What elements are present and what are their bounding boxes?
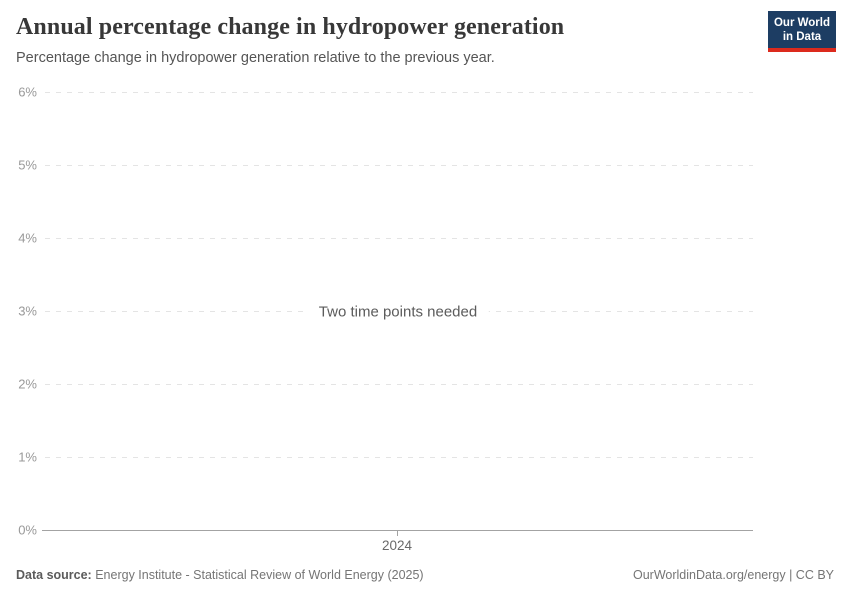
x-axis-tick-label: 2024 — [381, 538, 413, 553]
owid-logo[interactable]: Our World in Data — [768, 11, 836, 52]
y-axis-tick-label: 5% — [18, 157, 37, 173]
data-source-label: Data source: — [16, 568, 92, 582]
y-gridline — [45, 384, 753, 385]
y-axis-tick-label: 0% — [18, 522, 37, 538]
y-axis-tick-label: 6% — [18, 84, 37, 100]
data-source: Data source: Energy Institute - Statisti… — [16, 568, 424, 582]
chart-footer: Data source: Energy Institute - Statisti… — [16, 568, 834, 582]
owid-logo-line1: Our World — [773, 17, 830, 29]
owid-logo-line2: in Data — [782, 31, 822, 43]
y-axis-tick-label: 1% — [18, 449, 37, 465]
y-axis-tick-label: 2% — [18, 376, 37, 392]
empty-chart-note: Two time points needed — [306, 300, 490, 324]
y-axis-tick-label: 4% — [18, 230, 37, 246]
y-axis-tick-label: 3% — [18, 303, 37, 319]
chart-header: Annual percentage change in hydropower g… — [16, 11, 836, 66]
page-title: Annual percentage change in hydropower g… — [16, 14, 565, 40]
x-axis-tick-mark — [397, 530, 398, 536]
data-source-text: Energy Institute - Statistical Review of… — [91, 568, 424, 582]
y-gridline — [45, 457, 753, 458]
y-gridline — [45, 165, 753, 166]
y-gridline — [45, 238, 753, 239]
y-gridline — [45, 92, 753, 93]
owid-credit-link[interactable]: OurWorldinData.org/energy | CC BY — [632, 568, 834, 582]
page-subtitle: Percentage change in hydropower generati… — [16, 50, 495, 66]
